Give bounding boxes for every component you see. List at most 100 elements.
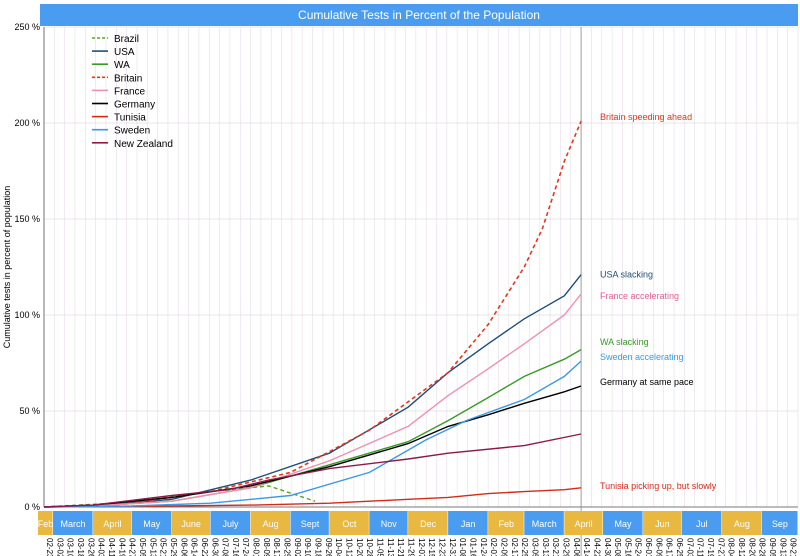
month-band [38,511,53,535]
x-tick-label: 08-12 [737,538,746,556]
x-tick-label: 03-26 [86,538,95,556]
x-tick-label: 05-29 [169,538,178,556]
month-band [250,511,291,535]
annotation: Germany at same pace [600,377,694,387]
x-tick-label: 01-16 [468,538,477,556]
month-band [290,511,329,535]
month-label: July [223,519,240,529]
month-label: Oct [342,519,357,529]
x-tick-label: 08-25 [283,538,292,556]
y-tick-label: 200 % [14,118,40,128]
x-tick-label: 06-17 [665,538,674,556]
month-label: Sep [772,519,788,529]
legend-entry: Sweden [114,126,150,137]
x-tick-label: 10-20 [355,538,364,556]
month-band [488,511,524,535]
month-band [721,511,762,535]
month-label: Jan [461,519,476,529]
month-label: April [103,519,121,529]
x-tick-label: 08-09 [262,538,271,556]
month-label: March [61,519,86,529]
y-tick-label: 100 % [14,310,40,320]
x-tick-label: 05-24 [634,538,643,556]
month-label: Nov [381,519,398,529]
month-label: Dec [420,519,437,529]
month-label: Jul [696,519,708,529]
x-tick-label: 03-13 [541,538,550,556]
month-band [524,511,564,535]
month-label: March [532,519,557,529]
legend-entry: New Zealand [114,139,173,150]
month-label: Sept [301,519,320,529]
month-label: Aug [734,519,750,529]
x-tick-label: 06-25 [675,538,684,556]
x-tick-label: 06-06 [179,538,188,556]
x-tick-label: 08-17 [272,538,281,556]
series-line-sweden [43,360,582,508]
x-tick-label: 06-30 [210,538,219,556]
month-band [408,511,448,535]
x-tick-label: 10-04 [334,538,343,556]
month-band [643,511,682,535]
legend-entry: Britain [114,73,142,84]
x-tick-label: 06-14 [190,538,199,556]
x-tick-label: 04-27 [128,538,137,556]
month-band [564,511,603,535]
x-tick-label: 03-18 [76,538,85,556]
legend-entry: Brazil [114,34,139,45]
month-band [93,511,132,535]
month-label: Aug [263,519,279,529]
x-tick-label: 04-03 [97,538,106,556]
month-label: April [575,519,593,529]
month-label: Jun [655,519,670,529]
annotation: USA slacking [600,270,653,280]
annotation: Britain speeding ahead [600,112,692,122]
annotation: Sweden accelerating [600,352,684,362]
month-label: May [143,519,161,529]
series-line-new-zealand [43,433,582,508]
x-tick-label: 04-06 [572,538,581,556]
x-tick-label: 09-10 [303,538,312,556]
y-tick-label: 150 % [14,214,40,224]
x-tick-label: 05-16 [623,538,632,556]
x-tick-label: 04-11 [107,538,116,556]
month-band [448,511,488,535]
x-tick-label: 02-09 [499,538,508,556]
legend-entry: WA [114,60,130,71]
x-tick-label: 12-15 [427,538,436,556]
x-tick-label: 03-21 [551,538,560,556]
x-tick-label: 10-28 [365,538,374,556]
x-tick-label: 11-21 [396,538,405,556]
month-band [210,511,251,535]
x-tick-label: 09-05 [768,538,777,556]
x-tick-label: 10-12 [345,538,354,556]
x-tick-label: 05-21 [159,538,168,556]
month-band [53,511,93,535]
x-tick-label: 03-10 [66,538,75,556]
month-band [131,511,172,535]
x-tick-label: 11-05 [376,538,385,556]
month-label: May [615,519,633,529]
legend-entry: USA [114,47,135,58]
x-tick-label: 08-01 [252,538,261,556]
x-tick-label: 02-23 [45,538,54,556]
x-tick-label: 01-08 [458,538,467,556]
x-tick-label: 11-29 [407,538,416,556]
x-tick-label: 04-14 [582,538,591,556]
x-tick-label: 03-02 [55,538,64,556]
chart-title: Cumulative Tests in Percent of the Popul… [40,4,798,26]
x-tick-label: 01-24 [479,538,488,556]
x-tick-label: 05-05 [138,538,147,556]
x-tick-label: 06-01 [644,538,653,556]
x-tick-label: 09-26 [324,538,333,556]
x-tick-label: 05-08 [613,538,622,556]
legend-entry: Germany [114,100,155,111]
x-tick-label: 07-24 [241,538,250,556]
month-band [171,511,211,535]
x-tick-label: 03-29 [561,538,570,556]
x-tick-label: 08-04 [727,538,736,556]
x-tick-label: 02-17 [510,538,519,556]
series-line-tunisia [43,487,582,508]
y-tick-label: 0 % [24,502,40,512]
